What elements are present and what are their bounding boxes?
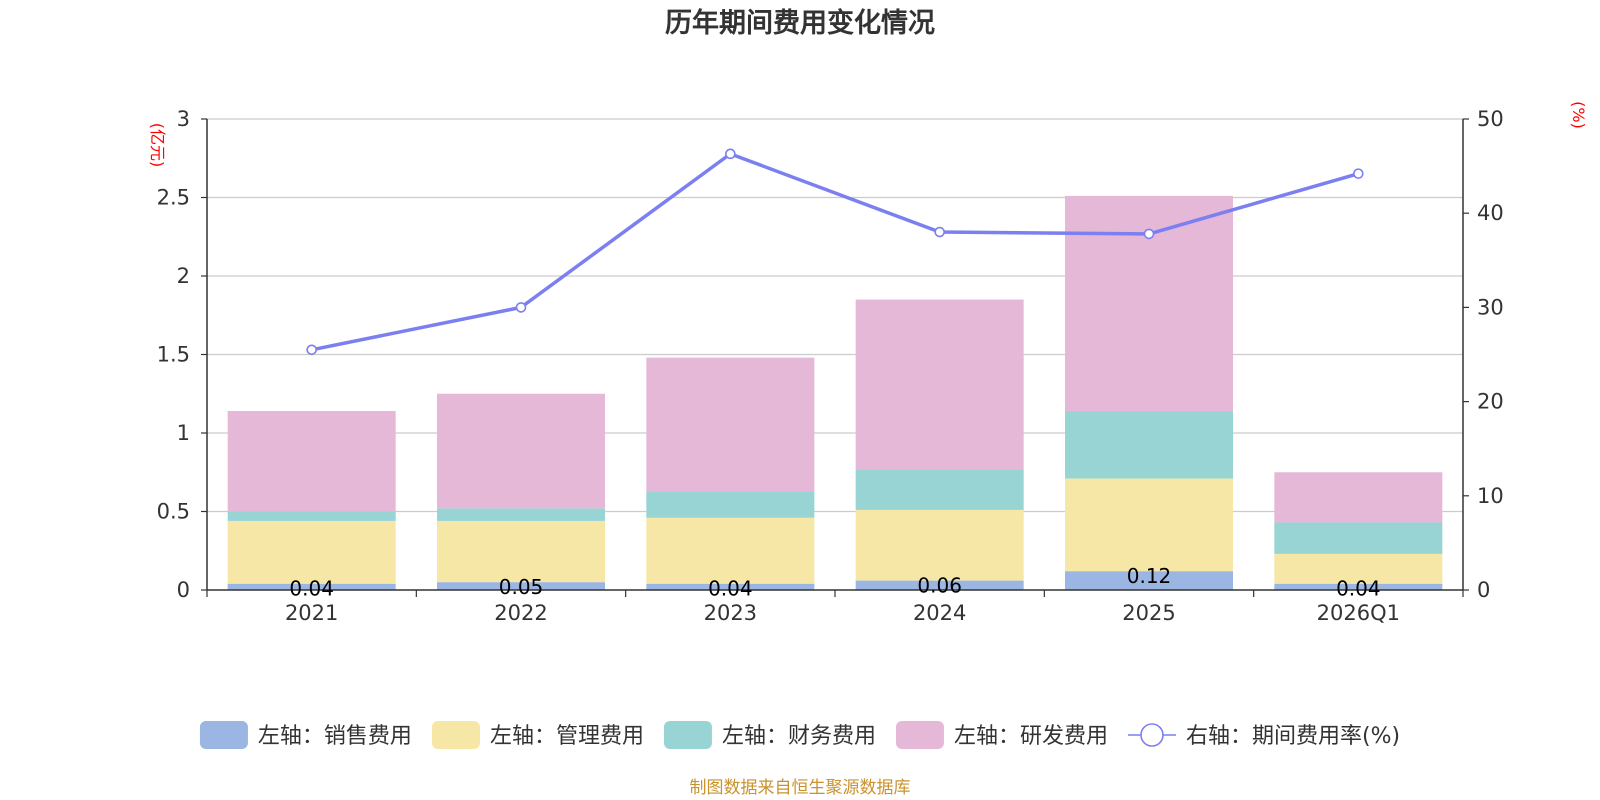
line-layer xyxy=(306,148,1364,356)
right-axis-unit: (%) xyxy=(1569,101,1588,129)
bar-layer xyxy=(227,195,1443,590)
line-point xyxy=(1143,228,1155,240)
bar-segment xyxy=(437,393,605,509)
bar-data-label: 0.04 xyxy=(289,577,334,601)
bar-segment xyxy=(646,583,815,590)
bar-segment xyxy=(437,520,605,583)
legend: 左轴：销售费用 左轴：管理费用 左轴：财务费用 左轴：研发费用 右轴：期间费用率(%) xyxy=(199,721,1400,749)
bar-segment xyxy=(646,517,815,584)
legend-item: 左轴：研发费用 xyxy=(895,721,1108,749)
bar-data-label: 0.04 xyxy=(1336,577,1381,601)
bar-segment xyxy=(227,520,396,584)
line-series xyxy=(311,152,1359,352)
bar-segment xyxy=(855,509,1024,581)
bar-segment xyxy=(1065,478,1233,572)
bar-segment xyxy=(1065,195,1233,412)
right-axis-tick-label: 20 xyxy=(1477,390,1504,414)
right-axis-tick-label: 10 xyxy=(1477,484,1504,508)
x-axis-tick-label: 2021 xyxy=(285,601,338,625)
legend-label: 左轴：财务费用 xyxy=(722,724,876,749)
bar-data-label: 0.12 xyxy=(1127,564,1172,588)
source-note: 制图数据来自恒生聚源数据库 xyxy=(690,778,911,798)
legend-label: 左轴：管理费用 xyxy=(490,724,644,749)
left-axis-tick-label: 2 xyxy=(177,264,190,288)
line-point xyxy=(725,148,736,160)
right-axis-tick-label: 30 xyxy=(1477,295,1504,319)
legend-item: 左轴：销售费用 xyxy=(199,721,412,749)
legend-label: 左轴：研发费用 xyxy=(954,724,1108,749)
bar-data-label: 0.04 xyxy=(708,577,753,601)
bar-segment xyxy=(437,508,605,521)
legend-swatch xyxy=(431,721,480,749)
bar-segment xyxy=(1274,583,1443,590)
legend-swatch xyxy=(199,721,248,749)
bar-segment xyxy=(646,357,815,492)
bar-data-label: 0.05 xyxy=(499,575,544,599)
line-point xyxy=(934,226,945,238)
legend-marker xyxy=(1140,723,1164,747)
x-axis-tick-label: 2023 xyxy=(704,601,757,625)
left-axis-tick-label: 0.5 xyxy=(157,500,190,524)
bar-segment xyxy=(1274,472,1443,523)
bar-segment xyxy=(227,511,396,521)
legend-item: 右轴：期间费用率(%) xyxy=(1127,723,1400,749)
left-axis-tick-label: 0 xyxy=(177,578,190,602)
left-axis-tick-label: 1.5 xyxy=(157,343,190,367)
right-axis-tick-label: 50 xyxy=(1477,107,1504,131)
right-axis-tick-label: 0 xyxy=(1477,578,1490,602)
bar-segment xyxy=(646,491,815,518)
legend-item: 左轴：管理费用 xyxy=(431,721,644,749)
bar-segment xyxy=(855,299,1024,470)
left-axis-tick-label: 3 xyxy=(177,107,190,131)
bar-segment xyxy=(227,583,396,590)
line-point xyxy=(515,302,527,313)
line-point xyxy=(1353,168,1364,179)
x-axis-tick-label: 2025 xyxy=(1122,601,1175,625)
left-axis-tick-label: 2.5 xyxy=(157,186,190,210)
bar-segment xyxy=(1274,553,1443,584)
chart-title: 历年期间费用变化情况 xyxy=(665,7,935,39)
x-axis-tick-label: 2022 xyxy=(494,601,547,625)
label-layer: 0.04 0.05 0.04 0.06 0.12 0.04 xyxy=(289,564,1380,601)
bar-segment xyxy=(1065,571,1233,590)
left-axis-tick-label: 1 xyxy=(177,421,190,445)
x-axis-tick-label: 2024 xyxy=(913,601,966,625)
legend-swatch xyxy=(895,721,944,749)
bar-data-label: 0.06 xyxy=(917,574,962,598)
left-axis-unit: (亿元) xyxy=(148,123,167,168)
x-axis-tick-label: 2026Q1 xyxy=(1317,601,1400,625)
right-axis-tick-label: 40 xyxy=(1477,201,1504,225)
bar-segment xyxy=(1065,411,1233,479)
bar-segment xyxy=(855,469,1024,510)
legend-swatch xyxy=(663,721,712,749)
bar-segment xyxy=(437,582,605,590)
line-point xyxy=(306,344,317,356)
legend-label: 左轴：销售费用 xyxy=(258,724,412,749)
grid-layer xyxy=(207,118,1463,513)
bar-segment xyxy=(1274,522,1443,554)
legend-item: 左轴：财务费用 xyxy=(663,721,876,749)
legend-label: 右轴：期间费用率(%) xyxy=(1186,724,1400,749)
bar-segment xyxy=(855,580,1024,590)
bar-segment xyxy=(227,411,396,512)
